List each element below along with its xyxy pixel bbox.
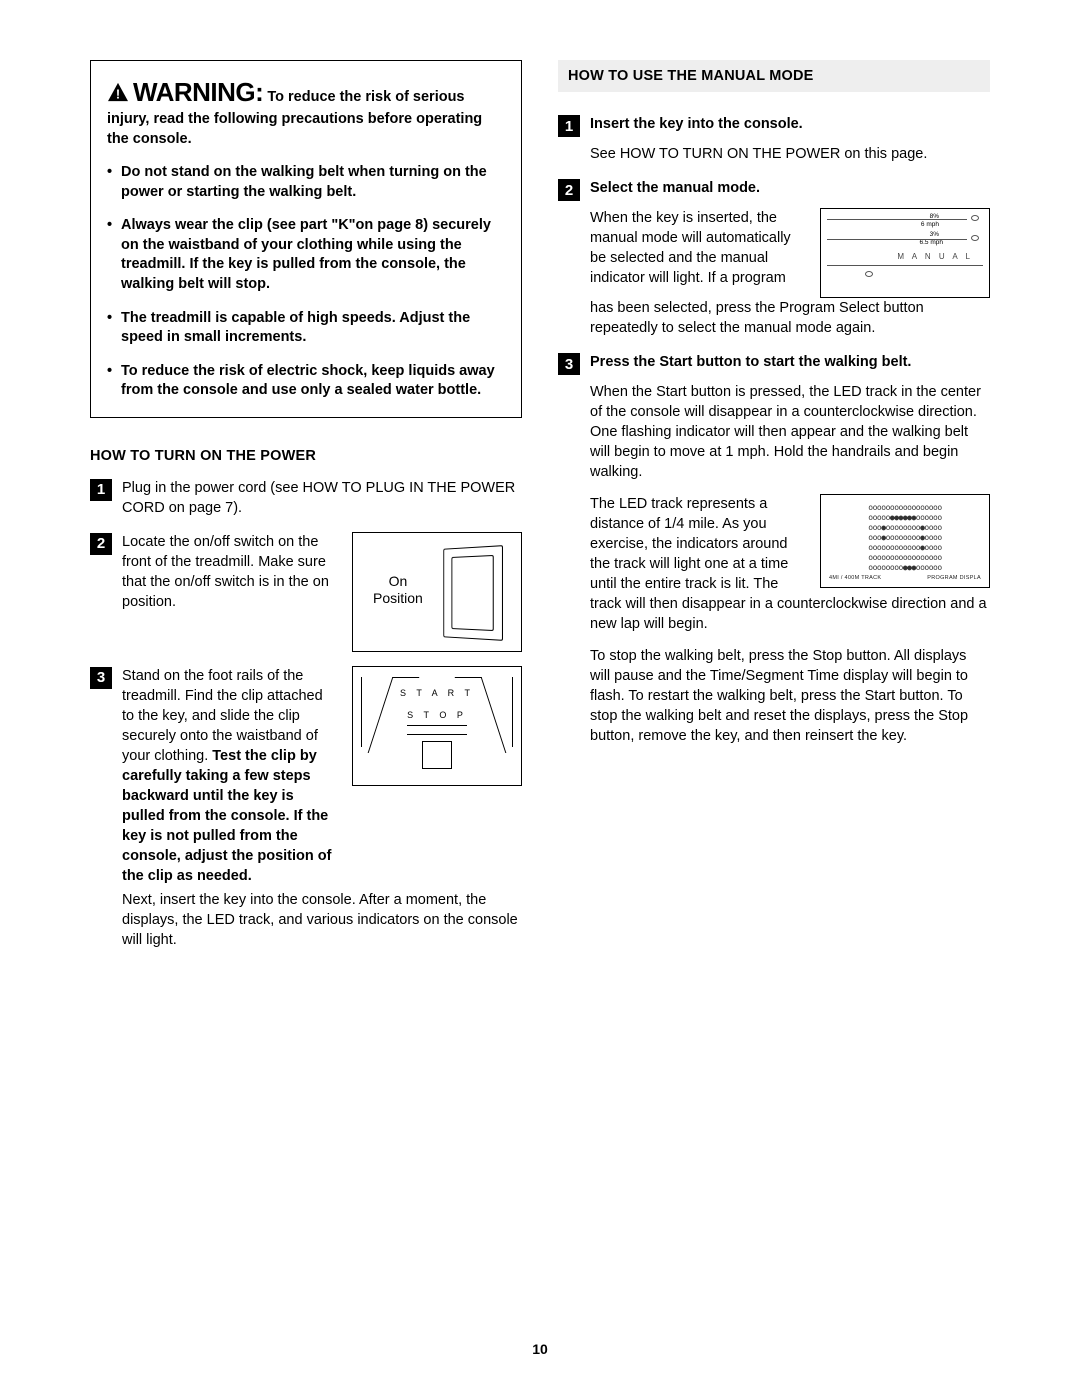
page-columns: ! WARNING: To reduce the risk of serious… <box>90 60 990 962</box>
figure-text: 6.5 mph <box>920 239 944 248</box>
warning-bullet-list: Do not stand on the walking belt when tu… <box>107 163 505 401</box>
step-number-icon: 2 <box>558 179 580 201</box>
power-step-3-text-b: Next, insert the key into the console. A… <box>122 890 522 950</box>
figure-text: 6 mph <box>921 221 939 230</box>
manual-step-3-cont: track will then disappear in a countercl… <box>590 594 990 634</box>
manual-step-1: 1 Insert the key into the console. See H… <box>558 114 990 164</box>
manual-step-2-title: Select the manual mode. <box>590 178 990 198</box>
power-step-3-text-a: Stand on the foot rails of the treadmill… <box>122 666 338 886</box>
step-number-icon: 3 <box>90 667 112 689</box>
svg-text:!: ! <box>116 86 120 101</box>
led-row: oooooooo●●●oooooo <box>827 563 983 573</box>
manual-heading: HOW TO USE THE MANUAL MODE <box>558 60 990 92</box>
power-step-2: 2 Locate the on/off switch on the front … <box>90 532 522 652</box>
manual-step-2: 2 Select the manual mode. When the key i… <box>558 178 990 338</box>
manual-step-1-title: Insert the key into the console. <box>590 114 990 134</box>
manual-step-3-title: Press the Start button to start the walk… <box>590 352 990 372</box>
figure-manual-label: M A N U A L <box>897 251 973 262</box>
power-step-1-body: Plug in the power cord (see HOW TO PLUG … <box>122 478 522 518</box>
figure-key-console: S T A R T S T O P <box>352 666 522 786</box>
led-row: ooooo●●●●●●oooooo <box>827 513 983 523</box>
led-row: ooooooooooooooooo <box>827 553 983 563</box>
warning-title: WARNING: <box>133 77 263 107</box>
key-slot-icon <box>422 741 452 769</box>
figure-label: OnPosition <box>373 573 423 608</box>
figure-led-track: ooooooooooooooooo ooooo●●●●●●oooooo ooo●… <box>820 494 990 588</box>
warning-triangle-icon: ! <box>107 82 129 102</box>
switch-outline-icon <box>443 545 503 641</box>
page-number: 10 <box>0 1341 1080 1357</box>
figure-start-stop-labels: S T A R T S T O P <box>400 687 474 722</box>
step-number-icon: 2 <box>90 533 112 555</box>
manual-step-3: 3 Press the Start button to start the wa… <box>558 352 990 746</box>
power-heading: HOW TO TURN ON THE POWER <box>90 448 522 464</box>
warning-bullet: Do not stand on the walking belt when tu… <box>107 163 505 202</box>
step-number-icon: 1 <box>558 115 580 137</box>
track-labels: 4MI / 400M TRACK PROGRAM DISPLA <box>827 575 983 583</box>
figure-on-off-switch: OnPosition <box>352 532 522 652</box>
warning-bullet: To reduce the risk of electric shock, ke… <box>107 362 505 401</box>
warning-box: ! WARNING: To reduce the risk of serious… <box>90 60 522 418</box>
manual-step-3-p3: To stop the walking belt, press the Stop… <box>590 646 990 746</box>
manual-step-2-side: When the key is inserted, the manual mod… <box>590 208 806 288</box>
led-row: ooo●oooooooo●oooo <box>827 533 983 543</box>
power-step-2-text: Locate the on/off switch on the front of… <box>122 532 338 612</box>
power-step-3: 3 Stand on the foot rails of the treadmi… <box>90 666 522 886</box>
warning-lead: ! WARNING: To reduce the risk of serious… <box>107 75 505 149</box>
power-step-1: 1 Plug in the power cord (see HOW TO PLU… <box>90 478 522 518</box>
manual-step-3-side: The LED track represents a distance of 1… <box>590 494 806 594</box>
manual-step-1-body: See HOW TO TURN ON THE POWER on this pag… <box>590 144 990 164</box>
manual-step-3-p1: When the Start button is pressed, the LE… <box>590 382 990 482</box>
warning-bullet: The treadmill is capable of high speeds.… <box>107 309 505 348</box>
right-column: HOW TO USE THE MANUAL MODE 1 Insert the … <box>558 60 990 962</box>
manual-step-2-cont: has been selected, press the Program Sel… <box>590 298 990 338</box>
led-row: oooooooooooo●oooo <box>827 543 983 553</box>
led-row: ooo●oooooooo●oooo <box>827 523 983 533</box>
warning-bullet: Always wear the clip (see part "K"on pag… <box>107 216 505 294</box>
step-number-icon: 3 <box>558 353 580 375</box>
figure-manual-indicator: 8% 6 mph 3% 6.5 mph M A N U A L <box>820 208 990 298</box>
led-row: ooooooooooooooooo <box>827 503 983 513</box>
left-column: ! WARNING: To reduce the risk of serious… <box>90 60 522 962</box>
step-number-icon: 1 <box>90 479 112 501</box>
